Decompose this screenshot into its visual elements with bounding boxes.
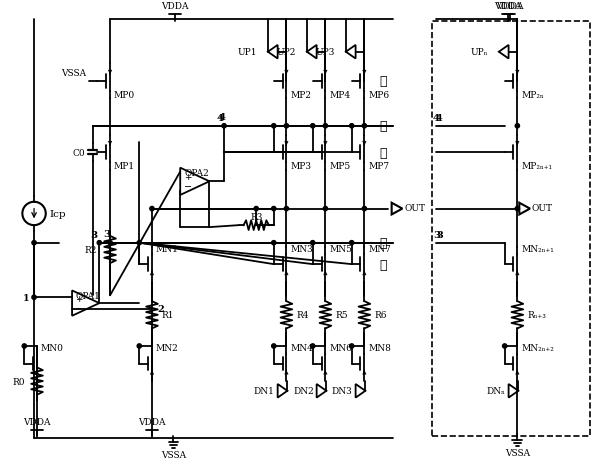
Text: ⋯: ⋯ bbox=[379, 120, 387, 133]
Text: VSSA: VSSA bbox=[505, 448, 530, 457]
Circle shape bbox=[284, 207, 289, 211]
Text: MP₂ₙ: MP₂ₙ bbox=[522, 91, 544, 100]
Text: UP2: UP2 bbox=[277, 48, 296, 57]
Circle shape bbox=[350, 124, 354, 129]
Circle shape bbox=[137, 344, 142, 348]
Text: MN₂ₙ₊₂: MN₂ₙ₊₂ bbox=[522, 344, 554, 353]
Text: MP7: MP7 bbox=[368, 162, 390, 171]
Text: C0: C0 bbox=[72, 148, 85, 157]
Text: +: + bbox=[185, 173, 192, 182]
Circle shape bbox=[362, 207, 367, 211]
Text: Icp: Icp bbox=[50, 209, 67, 218]
Text: MN₂ₙ₊₁: MN₂ₙ₊₁ bbox=[522, 245, 554, 253]
Circle shape bbox=[150, 207, 154, 211]
Text: UP3: UP3 bbox=[316, 48, 335, 57]
Circle shape bbox=[254, 207, 258, 211]
Text: OUT: OUT bbox=[532, 204, 553, 213]
Text: R2: R2 bbox=[84, 246, 96, 254]
Circle shape bbox=[272, 344, 276, 348]
Text: 1: 1 bbox=[22, 293, 29, 302]
Text: MN8: MN8 bbox=[368, 344, 391, 353]
Text: R0: R0 bbox=[13, 377, 25, 386]
Text: 4: 4 bbox=[217, 114, 224, 123]
Text: 4: 4 bbox=[433, 114, 440, 123]
Text: MP6: MP6 bbox=[368, 91, 390, 100]
Text: UPₙ: UPₙ bbox=[471, 48, 488, 57]
Text: R4: R4 bbox=[296, 311, 309, 319]
Text: MP4: MP4 bbox=[329, 91, 350, 100]
Text: OPA1: OPA1 bbox=[75, 291, 100, 300]
Text: R1: R1 bbox=[162, 311, 174, 319]
Circle shape bbox=[515, 207, 520, 211]
Text: 3: 3 bbox=[90, 231, 97, 240]
Text: OUT: OUT bbox=[404, 204, 425, 213]
Circle shape bbox=[97, 241, 102, 245]
Text: MN1: MN1 bbox=[156, 245, 178, 253]
Text: MN2: MN2 bbox=[156, 344, 178, 353]
Text: DNₙ: DNₙ bbox=[487, 386, 506, 396]
Text: OPA2: OPA2 bbox=[185, 168, 209, 178]
Text: VDDA: VDDA bbox=[162, 2, 189, 11]
Circle shape bbox=[515, 124, 520, 129]
Circle shape bbox=[272, 241, 276, 245]
Text: −: − bbox=[184, 182, 192, 192]
Text: −: − bbox=[75, 303, 83, 313]
Circle shape bbox=[350, 241, 354, 245]
Text: ⋯: ⋯ bbox=[379, 75, 387, 88]
Text: DN1: DN1 bbox=[254, 386, 275, 396]
Text: MN5: MN5 bbox=[329, 245, 352, 253]
Circle shape bbox=[284, 124, 289, 129]
Text: 3: 3 bbox=[433, 231, 440, 240]
Circle shape bbox=[32, 296, 36, 300]
Circle shape bbox=[362, 124, 367, 129]
Text: 4: 4 bbox=[436, 114, 443, 123]
Circle shape bbox=[310, 241, 315, 245]
Text: R3: R3 bbox=[250, 213, 263, 221]
Text: VDDA: VDDA bbox=[138, 418, 166, 426]
Text: MN4: MN4 bbox=[290, 344, 313, 353]
Circle shape bbox=[272, 124, 276, 129]
Text: VDDA: VDDA bbox=[496, 2, 523, 11]
Text: MP2: MP2 bbox=[290, 91, 312, 100]
Text: MP1: MP1 bbox=[114, 162, 135, 171]
Text: 3: 3 bbox=[103, 230, 111, 239]
Text: ⋯: ⋯ bbox=[379, 237, 387, 250]
Circle shape bbox=[323, 124, 327, 129]
Circle shape bbox=[108, 241, 112, 245]
Circle shape bbox=[503, 344, 507, 348]
Text: R5: R5 bbox=[335, 311, 348, 319]
Text: MP5: MP5 bbox=[329, 162, 350, 171]
Text: R6: R6 bbox=[374, 311, 387, 319]
Circle shape bbox=[32, 241, 36, 245]
Text: +: + bbox=[75, 294, 83, 303]
Circle shape bbox=[350, 344, 354, 348]
Circle shape bbox=[137, 241, 142, 245]
Text: VDDA: VDDA bbox=[23, 418, 51, 426]
Text: UP1: UP1 bbox=[238, 48, 257, 57]
Text: VDDA: VDDA bbox=[494, 2, 522, 11]
Circle shape bbox=[222, 124, 226, 129]
Text: DN2: DN2 bbox=[293, 386, 314, 396]
Circle shape bbox=[310, 124, 315, 129]
Text: MN6: MN6 bbox=[329, 344, 352, 353]
Circle shape bbox=[310, 344, 315, 348]
Text: 2: 2 bbox=[157, 305, 163, 314]
Text: VSSA: VSSA bbox=[161, 450, 186, 459]
Text: 3: 3 bbox=[436, 231, 443, 240]
Circle shape bbox=[272, 207, 276, 211]
Text: MP3: MP3 bbox=[290, 162, 312, 171]
Text: Rₙ₊₃: Rₙ₊₃ bbox=[527, 311, 546, 319]
Text: MN7: MN7 bbox=[368, 245, 391, 253]
Text: ⋯: ⋯ bbox=[379, 146, 387, 159]
Text: MP₂ₙ₊₁: MP₂ₙ₊₁ bbox=[522, 162, 552, 171]
Text: DN3: DN3 bbox=[332, 386, 353, 396]
Text: MN0: MN0 bbox=[41, 344, 64, 353]
Text: MN3: MN3 bbox=[290, 245, 313, 253]
Text: MP0: MP0 bbox=[114, 91, 135, 100]
Text: 4: 4 bbox=[218, 113, 226, 122]
Circle shape bbox=[22, 344, 27, 348]
Text: ⋯: ⋯ bbox=[379, 258, 387, 271]
Text: VSSA: VSSA bbox=[62, 68, 87, 78]
Circle shape bbox=[323, 207, 327, 211]
